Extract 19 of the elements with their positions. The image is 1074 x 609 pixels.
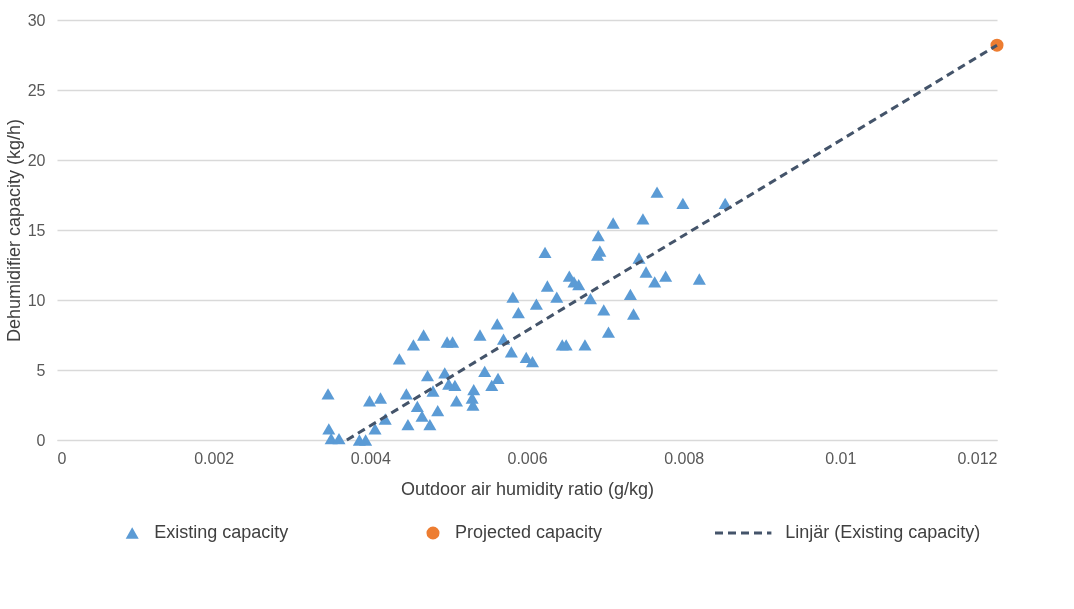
x-tick-label: 0.008 bbox=[664, 449, 705, 467]
x-axis-title: Outdoor air humidity ratio (g/kg) bbox=[400, 478, 655, 499]
x-tick-label: 0.01 bbox=[825, 449, 857, 467]
y-tick-label: 10 bbox=[27, 291, 46, 309]
y-tick-label: 30 bbox=[27, 11, 46, 29]
x-tick-label: 0.006 bbox=[507, 449, 548, 467]
legend-label: Linjär (Existing capacity) bbox=[785, 522, 981, 542]
y-tick-label: 15 bbox=[27, 221, 46, 239]
x-tick-label: 0.002 bbox=[194, 449, 235, 467]
legend-label: Existing capacity bbox=[154, 522, 289, 542]
legend-label: Projected capacity bbox=[455, 522, 603, 542]
x-tick-label: 0 bbox=[57, 449, 67, 467]
y-tick-label: 0 bbox=[36, 431, 46, 449]
x-tick-label: 0.004 bbox=[350, 449, 391, 467]
y-axis-title: Dehumidifier capacity (kg/h) bbox=[3, 118, 24, 343]
y-tick-label: 5 bbox=[36, 361, 46, 379]
y-tick-label: 25 bbox=[27, 81, 46, 99]
x-tick-label: 0.012 bbox=[957, 449, 998, 467]
y-tick-label: 20 bbox=[27, 151, 46, 169]
